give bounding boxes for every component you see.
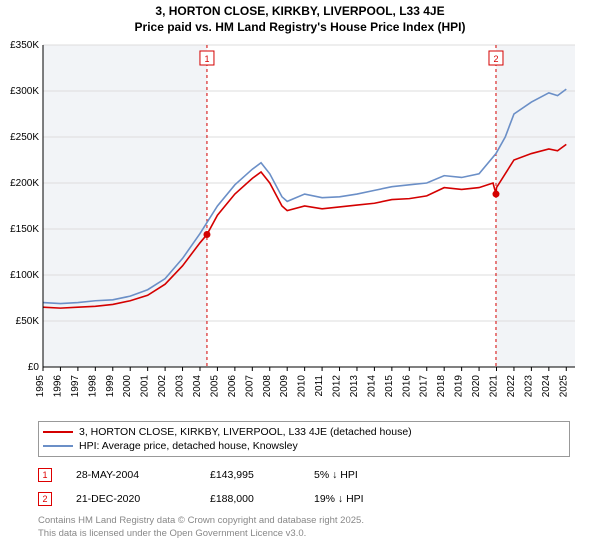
svg-text:2022: 2022	[506, 375, 517, 398]
sale-price: £188,000	[210, 493, 290, 505]
chart-title-block: 3, HORTON CLOSE, KIRKBY, LIVERPOOL, L33 …	[0, 0, 600, 37]
svg-text:2015: 2015	[384, 375, 395, 398]
svg-text:2024: 2024	[541, 375, 552, 398]
svg-text:1999: 1999	[105, 375, 116, 398]
legend-row: HPI: Average price, detached house, Know…	[43, 439, 565, 453]
svg-text:2017: 2017	[419, 375, 430, 398]
sale-date: 21-DEC-2020	[76, 493, 186, 505]
svg-text:1: 1	[204, 54, 209, 64]
svg-text:1996: 1996	[52, 375, 63, 398]
svg-text:1997: 1997	[70, 375, 81, 398]
line-chart-svg: £0 £50K £100K £150K £200K £250K £300K £350K 1995…	[5, 37, 595, 417]
sale-marker-box: 1	[38, 468, 52, 482]
svg-text:£50K: £50K	[16, 316, 40, 327]
svg-text:2002: 2002	[157, 375, 168, 398]
footnote-line: This data is licensed under the Open Gov…	[38, 528, 570, 540]
svg-text:2013: 2013	[349, 375, 360, 398]
legend-label: 3, HORTON CLOSE, KIRKBY, LIVERPOOL, L33 …	[79, 426, 412, 438]
svg-text:2014: 2014	[366, 375, 377, 398]
svg-text:£250K: £250K	[10, 132, 39, 143]
svg-text:2018: 2018	[436, 375, 447, 398]
legend-swatch	[43, 445, 73, 447]
sale-diff: 19% ↓ HPI	[314, 493, 394, 505]
title-line-1: 3, HORTON CLOSE, KIRKBY, LIVERPOOL, L33 …	[0, 4, 600, 20]
svg-text:2001: 2001	[140, 375, 151, 398]
sale-diff: 5% ↓ HPI	[314, 469, 394, 481]
svg-text:2: 2	[493, 54, 498, 64]
svg-text:2023: 2023	[523, 375, 534, 398]
legend-row: 3, HORTON CLOSE, KIRKBY, LIVERPOOL, L33 …	[43, 425, 565, 439]
legend-label: HPI: Average price, detached house, Know…	[79, 440, 298, 452]
svg-text:2005: 2005	[209, 375, 220, 398]
svg-text:2008: 2008	[262, 375, 273, 398]
footnote: Contains HM Land Registry data © Crown c…	[38, 515, 570, 540]
svg-text:£100K: £100K	[10, 270, 39, 281]
svg-text:£150K: £150K	[10, 224, 39, 235]
legend-swatch	[43, 431, 73, 433]
sale-marker-box: 2	[38, 492, 52, 506]
legend-box: 3, HORTON CLOSE, KIRKBY, LIVERPOOL, L33 …	[38, 421, 570, 457]
svg-text:2007: 2007	[244, 375, 255, 398]
sale-row: 1 28-MAY-2004 £143,995 5% ↓ HPI	[38, 463, 570, 487]
svg-text:2004: 2004	[192, 375, 203, 398]
svg-text:1998: 1998	[87, 375, 98, 398]
footnote-line: Contains HM Land Registry data © Crown c…	[38, 515, 570, 527]
svg-text:2010: 2010	[297, 375, 308, 398]
sale-row: 2 21-DEC-2020 £188,000 19% ↓ HPI	[38, 487, 570, 511]
svg-text:2019: 2019	[454, 375, 465, 398]
svg-text:2020: 2020	[471, 375, 482, 398]
svg-text:2009: 2009	[279, 375, 290, 398]
svg-text:2000: 2000	[122, 375, 133, 398]
svg-text:£200K: £200K	[10, 178, 39, 189]
svg-text:2021: 2021	[489, 375, 500, 398]
svg-text:1995: 1995	[35, 375, 46, 398]
svg-text:2006: 2006	[227, 375, 238, 398]
svg-text:2003: 2003	[175, 375, 186, 398]
svg-text:2011: 2011	[314, 375, 325, 397]
svg-text:£0: £0	[28, 362, 40, 373]
chart-area: £0 £50K £100K £150K £200K £250K £300K £350K 1995…	[5, 37, 595, 417]
svg-text:2025: 2025	[558, 375, 569, 398]
svg-text:£300K: £300K	[10, 86, 39, 97]
sale-rows: 1 28-MAY-2004 £143,995 5% ↓ HPI 2 21-DEC…	[38, 463, 570, 511]
sale-price: £143,995	[210, 469, 290, 481]
svg-text:2016: 2016	[401, 375, 412, 398]
sale-date: 28-MAY-2004	[76, 469, 186, 481]
title-line-2: Price paid vs. HM Land Registry's House …	[0, 20, 600, 36]
svg-text:2012: 2012	[332, 375, 343, 398]
svg-text:£350K: £350K	[10, 40, 39, 51]
